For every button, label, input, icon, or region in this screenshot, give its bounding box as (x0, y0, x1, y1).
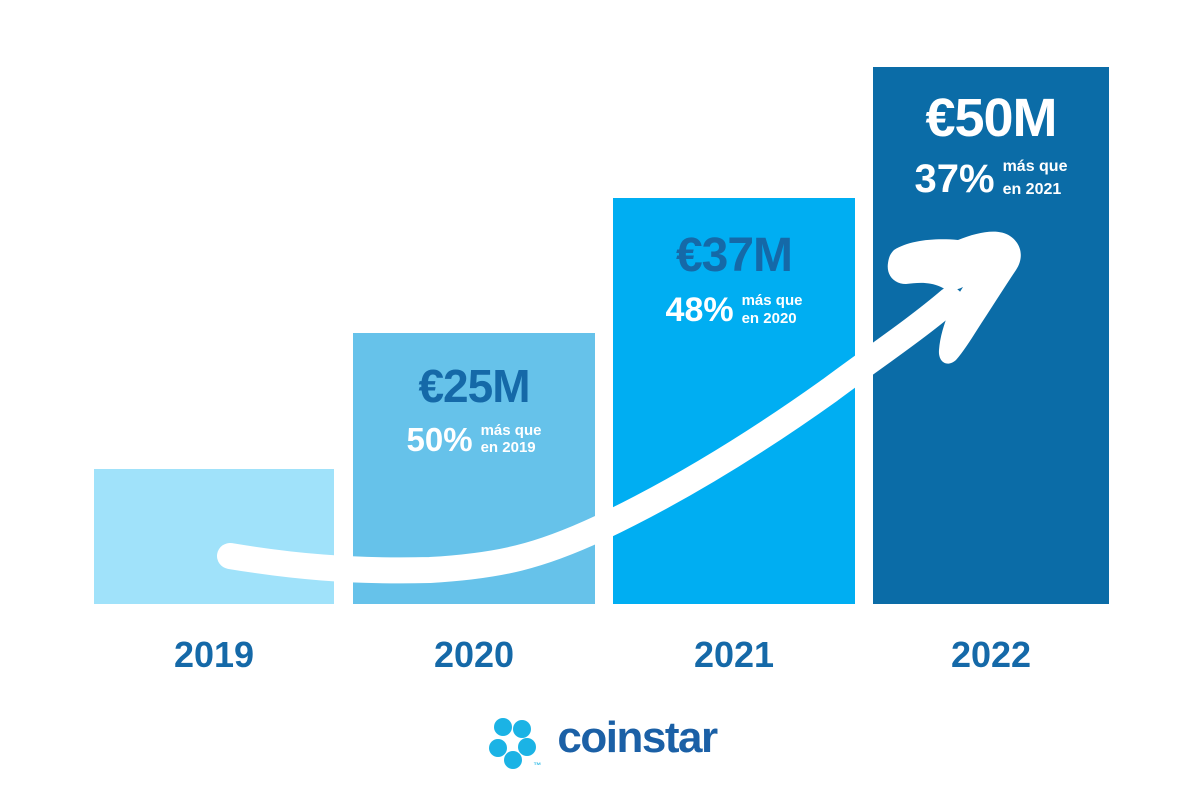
pct-label-2020: 50% (406, 421, 473, 458)
value-label-2021: €37M (675, 229, 793, 282)
pct-note-line1: más que (741, 292, 803, 309)
axis-label-2021: 2021 (693, 634, 775, 675)
coinstar-coins-icon: ™ (483, 710, 543, 772)
pct-note-2022: más que en 2021 (1002, 158, 1068, 199)
axis-label-2019: 2019 (173, 634, 255, 675)
bar-2020: €25M 50% más que en 2019 (353, 333, 595, 604)
pct-note-line2: en 2020 (741, 310, 797, 328)
pct-note-2021: más que en 2020 (742, 293, 803, 327)
pct-note-line2: en 2019 (480, 439, 536, 457)
bar-2021: €37M 48% más que en 2020 (613, 198, 855, 604)
bar-2019 (94, 469, 334, 604)
bar-2022: €50M 37% más que en 2021 (873, 67, 1109, 604)
pct-note-line1: más que (480, 422, 542, 439)
pct-group-2021: 48% más que en 2020 (613, 293, 855, 327)
axis-label-2022: 2022 (950, 634, 1032, 675)
pct-note-2020: más que en 2019 (481, 423, 542, 456)
pct-group-2022: 37% más que en 2021 (873, 157, 1109, 201)
pct-note-line2: en 2021 (1002, 181, 1062, 199)
pct-label-2021: 48% (665, 291, 734, 329)
trademark-symbol: ™ (533, 761, 542, 770)
axis-label-2020: 2020 (433, 634, 515, 675)
value-label-2020: €25M (418, 360, 530, 412)
pct-note-line1: más que (1002, 158, 1068, 175)
pct-label-2022: 37% (914, 157, 995, 201)
coinstar-wordmark: coinstar (557, 713, 718, 762)
value-label-2022: €50M (925, 88, 1057, 148)
coinstar-logo: ™ coinstar (0, 706, 1200, 776)
pct-group-2020: 50% más que en 2019 (353, 423, 595, 456)
